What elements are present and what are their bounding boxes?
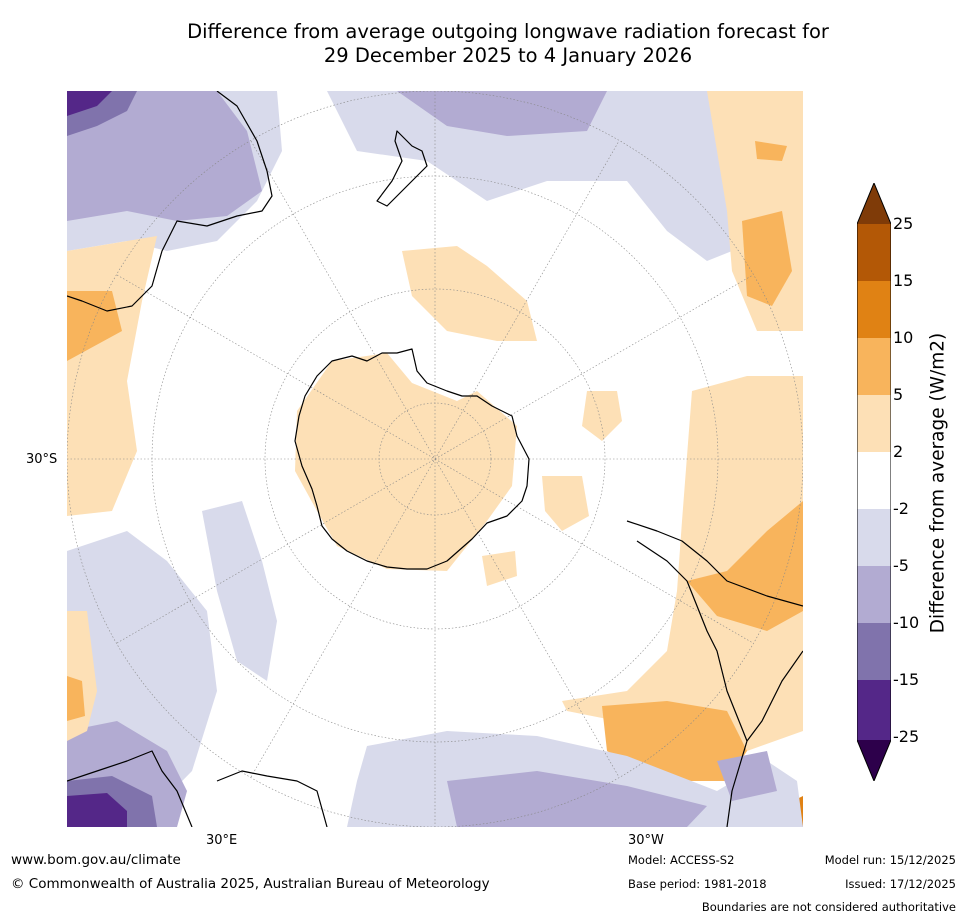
anomaly-region-west-purple-strip (202, 501, 277, 681)
colorbar-tick-neg25: -25 (893, 727, 920, 746)
anomaly-region-sw-darkest (67, 793, 127, 827)
colorbar-tick-neg2: -2 (893, 499, 909, 518)
anomaly-region-south-atl-small (482, 551, 517, 586)
colorbar-tick-neg15: -15 (893, 670, 920, 689)
colorbar-band-n5-n10 (857, 566, 891, 623)
anomaly-region-south-medium (447, 771, 707, 827)
anomaly-region-weddell-east (582, 391, 622, 441)
footer-disclaimer: Boundaries are not considered authoritat… (701, 900, 956, 914)
anomaly-region-nw-darkest (67, 91, 112, 116)
colorbar-title: Difference from average (W/m2) (927, 332, 949, 634)
longitude-label-30w: 30°W (628, 833, 664, 848)
colorbar-band-n10-n15 (857, 623, 891, 680)
latitude-label-30s: 30°S (26, 452, 58, 467)
anomaly-region-sw-orange-medium (67, 676, 85, 721)
colorbar-tick-10: 10 (893, 328, 914, 347)
colorbar-tick-neg5: -5 (893, 556, 909, 575)
colorbar-band-15-25 (857, 224, 891, 281)
longitude-label-30e: 30°E (206, 833, 238, 848)
coastlines (67, 91, 803, 827)
colorbar (857, 183, 891, 781)
colorbar-tick-15: 15 (893, 271, 914, 290)
new-zealand-coastline (376, 130, 428, 207)
colorbar-extend-low (857, 740, 891, 781)
anomaly-region-ne-small (755, 141, 787, 161)
anomaly-region-ne-medium (742, 211, 792, 306)
colorbar-tick-neg10: -10 (893, 613, 920, 632)
colorbar-band-n2-n5 (857, 509, 891, 566)
anomaly-region-ross-sea (402, 246, 537, 341)
map-canvas (67, 91, 803, 827)
madagascar-coastline (216, 770, 328, 827)
colorbar-extend-high (857, 183, 891, 224)
anomaly-region-north-light (327, 91, 787, 261)
colorbar-band-5-10 (857, 338, 891, 395)
colorbar-band-n15-n25 (857, 680, 891, 740)
footer-url[interactable]: www.bom.gov.au/climate (11, 852, 181, 868)
anomaly-region-weddell-small (542, 476, 589, 531)
colorbar-band-neutral (857, 452, 891, 509)
anomaly-region-nw-medium (67, 91, 262, 221)
footer-copyright: © Commonwealth of Australia 2025, Austra… (11, 876, 490, 892)
anomaly-region-west-medium (67, 291, 122, 361)
title-line-2: 29 December 2025 to 4 January 2026 (323, 44, 693, 67)
colorbar-tick-2: 2 (893, 442, 904, 461)
south-america-west-coast (636, 540, 748, 742)
chart-title: Difference from average outgoing longwav… (0, 20, 965, 68)
footer-model-run: Model run: 15/12/2025 (824, 853, 956, 867)
antarctica-coastline (294, 348, 530, 570)
title-line-1: Difference from average outgoing longwav… (187, 20, 829, 43)
footer-model: Model: ACCESS-S2 (628, 853, 735, 867)
colorbar-tick-25: 25 (893, 214, 914, 233)
graticule (67, 91, 803, 827)
south-america-coastline (626, 520, 803, 607)
south-america-east-coast (726, 650, 803, 827)
footer-base-period: Base period: 1981-2018 (628, 877, 767, 891)
anomaly-region-south-east-medium (717, 751, 777, 801)
colorbar-band-2-5 (857, 395, 891, 452)
anomaly-fields (67, 91, 803, 827)
colorbar-band-10-15 (857, 281, 891, 338)
footer-issued: Issued: 17/12/2025 (845, 877, 956, 891)
africa-coastline (67, 750, 193, 827)
colorbar-tick-5: 5 (893, 385, 904, 404)
anomaly-region-north-medium (397, 91, 607, 136)
australia-coastline (67, 91, 273, 312)
polar-map (67, 91, 803, 827)
anomaly-region-antarctic (295, 353, 517, 571)
anomaly-region-east-light (562, 376, 803, 751)
